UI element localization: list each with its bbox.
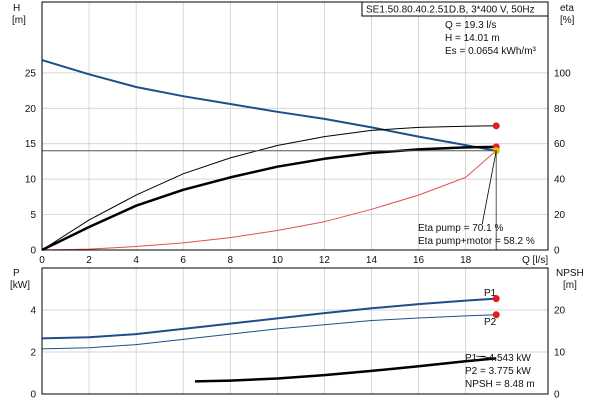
x-tick-label: 14: [366, 255, 378, 266]
chart-title: SE1.50.80.40.2.51D.B, 3*400 V, 50Hz: [366, 5, 535, 16]
operating-marker: [492, 311, 500, 319]
eta-pump-motor-annotation: Eta pump+motor = 58.2 %: [418, 236, 535, 247]
operating-marker: [492, 122, 500, 130]
title-box: [361, 1, 549, 17]
x-tick-label: 10: [272, 255, 284, 266]
series-line-h: [41, 59, 497, 152]
y-left-tick-label: 4: [30, 306, 36, 317]
y-right-tick-label: 10: [554, 348, 566, 359]
info-q: Q = 19.3 l/s: [445, 20, 496, 31]
top-annotations: [42, 122, 500, 250]
x-tick-label: 6: [180, 255, 186, 266]
series-line-npsh: [194, 357, 497, 383]
info-h: H = 14.01 m: [445, 33, 500, 44]
x-tick-label: 0: [39, 255, 45, 266]
y-left-tick-label: 2: [30, 348, 36, 359]
p2-series-label: P2: [484, 317, 497, 328]
y-left-tick-label: 15: [25, 139, 37, 150]
bottom-annotations: [476, 295, 500, 359]
bottom-ylabel-left-unit: [kW]: [10, 280, 30, 291]
eta-leader-line: [481, 150, 497, 225]
npsh-leader-line: [476, 355, 497, 359]
series-line-eta-pump: [41, 125, 497, 251]
y-right-tick-label: 40: [554, 175, 566, 186]
bottom-ylabel-right: NPSH: [556, 268, 584, 279]
top-plot-frame: [41, 1, 549, 251]
y-left-tick-label: 10: [25, 175, 37, 186]
bottom-ylabel-right-unit: [m]: [563, 280, 577, 291]
bottom-series-group: [41, 297, 497, 383]
x-tick-label: 18: [460, 255, 472, 266]
y-right-tick-label: 20: [554, 306, 566, 317]
operating-marker: [492, 295, 500, 303]
info-npsh: NPSH = 8.48 m: [465, 379, 535, 390]
y-left-tick-label: 0: [30, 246, 36, 257]
y-right-tick-label: 100: [554, 68, 571, 79]
y-right-tick-label: 0: [554, 390, 560, 400]
y-left-tick-label: 25: [25, 68, 37, 79]
x-tick-label: 2: [86, 255, 92, 266]
bottom-panel: 0 2 4 0 10 20 P [kW] NPSH [m] P1 P2 P1 = 4.54…: [10, 267, 584, 400]
series-line-eta-pump-motor: [41, 145, 497, 252]
y-right-tick-label: 60: [554, 139, 566, 150]
top-ylabel-right-unit: [%]: [560, 15, 575, 26]
series-line-p1: [41, 297, 497, 340]
y-right-tick-label: 0: [554, 246, 560, 257]
series-line-p2: [41, 314, 497, 350]
top-series-group: [41, 59, 497, 252]
info-p2: P2 = 3.775 kW: [465, 366, 531, 377]
top-ylabel-left: H: [13, 3, 20, 14]
top-ylabel-left-unit: [m]: [12, 15, 26, 26]
info-es: Es = 0.0654 kWh/m³: [445, 46, 537, 57]
y-right-tick-label: 80: [554, 104, 566, 115]
top-panel: 0 2 4 6 8 10 12 14 16 18 0 5 10 15 20 25 0 20 40 60 80 100 H …: [12, 1, 575, 266]
x-tick-label: 16: [413, 255, 425, 266]
y-left-tick-label: 0: [30, 390, 36, 400]
y-left-tick-label: 5: [30, 210, 36, 221]
bottom-plot-frame: [41, 267, 549, 395]
info-p1: P1 = 4.543 kW: [465, 353, 531, 364]
bottom-ylabel-left: P: [13, 268, 20, 279]
series-line-es: [41, 150, 497, 251]
p1-series-label: P1: [484, 288, 497, 299]
x-tick-label: 8: [227, 255, 233, 266]
x-tick-label: 12: [319, 255, 331, 266]
eta-pump-annotation: Eta pump = 70.1 %: [418, 223, 503, 234]
top-xlabel: Q [l/s]: [522, 255, 548, 266]
top-ylabel-right: eta: [560, 3, 574, 14]
x-tick-label: 4: [133, 255, 139, 266]
y-right-tick-label: 20: [554, 210, 566, 221]
y-left-tick-label: 20: [25, 104, 37, 115]
